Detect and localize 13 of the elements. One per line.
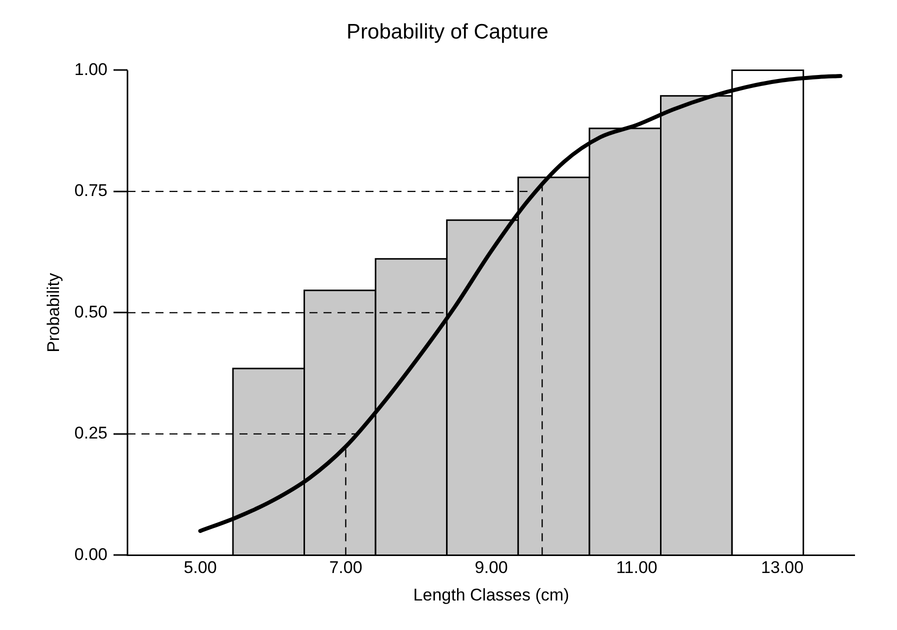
- x-tick-label: 13.00: [760, 558, 804, 578]
- x-tick-label: 5.00: [184, 558, 217, 578]
- x-axis-title: Length Classes (cm): [413, 585, 570, 604]
- chart-title: Probability of Capture: [346, 20, 548, 44]
- y-tick-label: 0.25: [74, 424, 108, 443]
- y-tick-label: 0.75: [74, 181, 108, 200]
- y-axis-title: Probability: [44, 272, 63, 352]
- y-tick-label: 0.00: [74, 544, 108, 564]
- x-tick-label: 11.00: [616, 558, 658, 578]
- x-tick-label: 9.00: [474, 558, 508, 578]
- y-tick-label: 1.00: [74, 60, 108, 79]
- x-tick-label: 7.00: [329, 558, 362, 578]
- y-tick-label: 0.50: [74, 302, 108, 322]
